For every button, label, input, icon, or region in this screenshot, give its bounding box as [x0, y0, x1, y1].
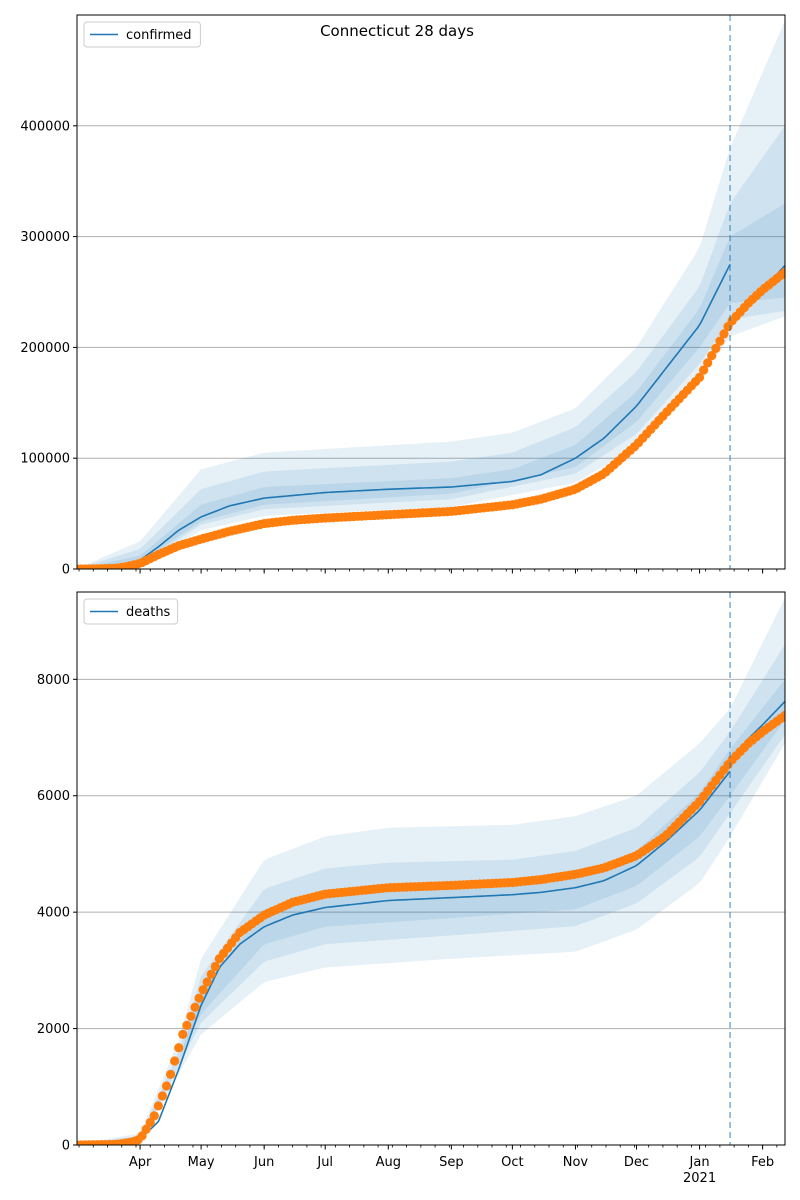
observed-point: [194, 993, 204, 1003]
y-tick-label: 300000: [20, 230, 70, 245]
observed-point: [141, 1124, 151, 1134]
x-tick-label: Jun: [253, 1155, 274, 1170]
observed-point: [157, 1091, 168, 1101]
observed-point: [161, 1081, 172, 1091]
x-year-label: 2021: [683, 1171, 716, 1186]
observed-point: [780, 267, 785, 277]
x-tick-label: Nov: [563, 1155, 589, 1170]
model-line: [77, 263, 731, 569]
observed-series: [77, 267, 785, 569]
observed-point: [186, 1011, 196, 1021]
observed-series: [77, 710, 785, 1145]
legend-box: [83, 598, 179, 625]
y-tick-label: 0: [62, 563, 70, 578]
x-tick-label: May: [188, 1155, 215, 1170]
legend-box: [83, 21, 201, 48]
uncertainty-band-middle: [77, 125, 785, 569]
legend-label: confirmed: [126, 28, 192, 43]
observed-point: [719, 329, 729, 339]
observed-point: [190, 1002, 200, 1012]
observed-point: [174, 1043, 184, 1053]
y-tick-label: 2000: [37, 1022, 70, 1037]
plot-area: [77, 597, 785, 1145]
x-tick-label: Sep: [439, 1155, 464, 1170]
observed-point: [153, 1101, 163, 1111]
x-tick-label: Apr: [129, 1155, 152, 1170]
y-tick-label: 200000: [20, 341, 70, 356]
y-tick-label: 0: [62, 1139, 70, 1154]
uncertainty-band-outer: [77, 597, 785, 1145]
observed-point: [149, 1111, 159, 1121]
observed-point: [170, 1056, 180, 1066]
observed-point: [165, 1069, 176, 1079]
observed-point: [699, 365, 709, 375]
model-line: [77, 770, 731, 1145]
observed-point: [182, 1020, 192, 1030]
observed-point: [707, 351, 717, 361]
observed-point: [202, 977, 212, 987]
observed-point: [206, 969, 216, 979]
x-tick-label: Aug: [376, 1155, 401, 1170]
uncertainty-band-inner: [77, 679, 785, 1145]
deaths-panel: 0 2000 4000 6000 8000 Apr May Jun Jul Aug Sep Oct No…: [37, 591, 786, 1186]
observed-point: [711, 343, 721, 353]
observed-point: [178, 1029, 188, 1039]
legend-label: deaths: [126, 605, 171, 620]
legend: confirmed: [83, 21, 201, 48]
observed-point: [198, 985, 208, 995]
observed-point: [137, 1131, 147, 1141]
y-tick-label: 400000: [20, 119, 70, 134]
observed-point: [145, 1117, 155, 1128]
legend: deaths: [83, 598, 179, 625]
y-tick-label: 6000: [37, 789, 70, 804]
x-tick-label: Oct: [501, 1155, 523, 1170]
uncertainty-band-outer: [77, 20, 785, 569]
y-tick-label: 4000: [37, 906, 70, 921]
y-tick-label: 8000: [37, 673, 70, 688]
x-tick-label: Jul: [316, 1155, 333, 1170]
observed-point: [715, 336, 725, 346]
x-tick-label: Jan: [689, 1155, 710, 1170]
y-tick-label: 100000: [20, 452, 70, 467]
x-tick-label: Dec: [624, 1155, 649, 1170]
observed-point: [210, 961, 220, 972]
observed-point: [780, 710, 785, 721]
chart-title: Connecticut 28 days: [320, 22, 474, 40]
uncertainty-band-inner: [77, 203, 785, 569]
uncertainty-band-middle: [77, 644, 785, 1145]
x-tick-label: Feb: [751, 1155, 774, 1170]
observed-point: [703, 358, 713, 368]
axes-frame: [76, 591, 786, 1146]
confirmed-panel: 0 100000 200000 300000 400000 confirmed Connec…: [20, 14, 786, 578]
observed-point: [694, 372, 705, 382]
plot-area: [77, 20, 785, 569]
axes-frame: [76, 14, 786, 570]
